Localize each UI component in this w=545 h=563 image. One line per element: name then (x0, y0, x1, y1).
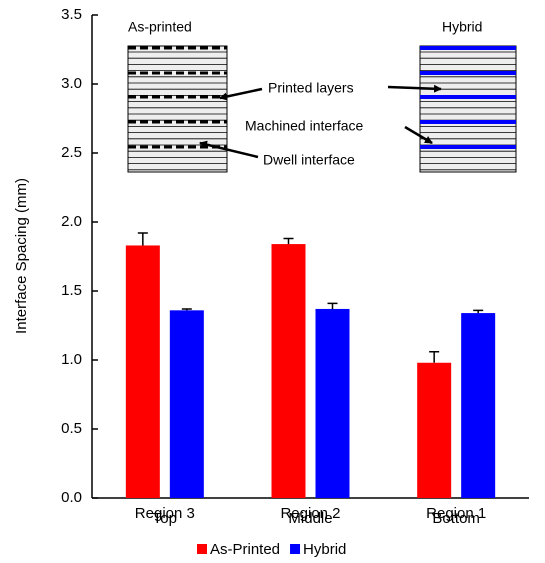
arrow (387, 84, 442, 93)
error-bar (429, 350, 440, 363)
arrow (404, 125, 433, 145)
bar (271, 244, 306, 498)
y-tick-label: 1.0 (61, 351, 82, 368)
annotation: Hybrid (442, 19, 482, 35)
x-tick-label: Region 2 (280, 505, 340, 522)
y-tick-label: 3.5 (61, 6, 82, 23)
error-bar (137, 232, 148, 246)
bar (169, 310, 204, 498)
error-bar (473, 309, 484, 314)
x-tick-label: Region 1 (426, 505, 486, 522)
layer-block (127, 45, 228, 173)
arrow (199, 140, 259, 159)
y-tick-label: 0.0 (61, 489, 82, 506)
inset-diagrams (127, 45, 517, 173)
annotation: As-printed (128, 19, 192, 35)
legend-label: As-Printed (210, 541, 280, 558)
legend-swatch (197, 544, 207, 554)
error-bar (327, 302, 338, 309)
x-tick-sublabel: Middle (288, 510, 332, 527)
arrow (219, 87, 263, 101)
annotation: Machined interface (245, 118, 364, 134)
annotation: Dwell interface (263, 152, 355, 168)
layer-block (419, 45, 517, 173)
legend-label: Hybrid (303, 541, 346, 558)
annotation: Printed layers (268, 80, 354, 96)
bar (125, 245, 160, 498)
y-tick-label: 2.0 (61, 213, 82, 230)
y-axis-label: Interface Spacing (mm) (13, 178, 30, 334)
x-tick-sublabel: Top (153, 510, 177, 527)
y-tick-label: 0.5 (61, 420, 82, 437)
error-bar (283, 237, 294, 245)
bar (461, 313, 496, 498)
legend-swatch (290, 544, 301, 554)
y-tick-label: 3.0 (61, 75, 82, 92)
bar (417, 362, 452, 498)
error-bar (181, 308, 192, 311)
x-tick-label: Region 3 (135, 505, 195, 522)
y-tick-label: 2.5 (61, 144, 82, 161)
bar (315, 308, 350, 498)
y-tick-label: 1.5 (61, 282, 82, 299)
x-tick-sublabel: Bottom (432, 510, 480, 527)
